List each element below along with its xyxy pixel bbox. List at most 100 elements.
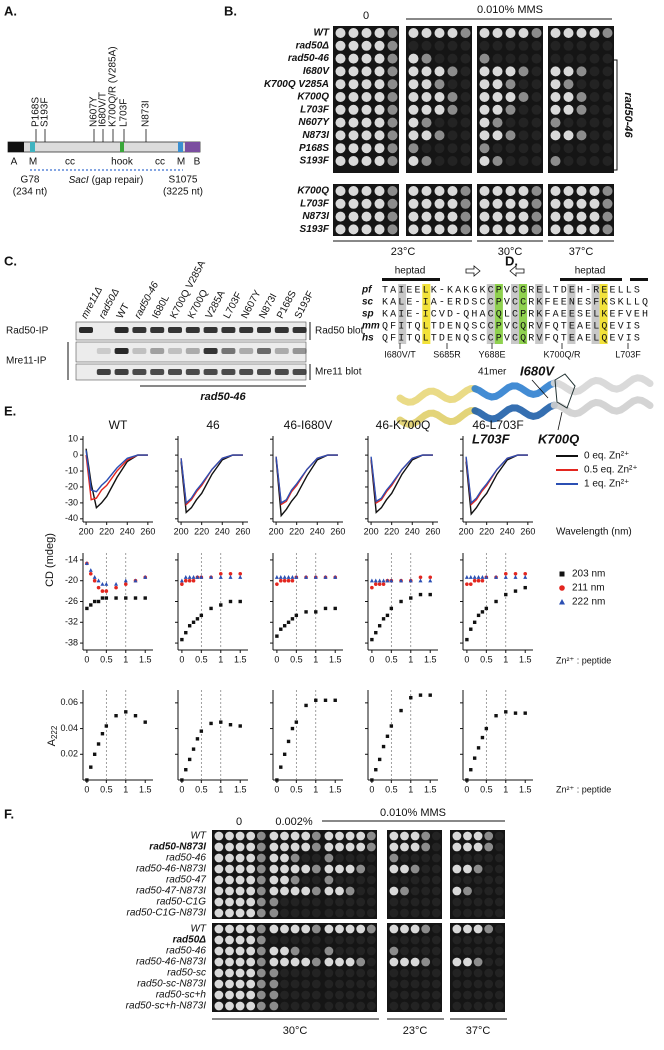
colony-spot — [460, 53, 471, 64]
colony-spot — [408, 117, 419, 128]
colony-spot — [235, 897, 245, 907]
colony-spot — [348, 224, 359, 235]
data-point — [399, 578, 404, 583]
data-point — [209, 575, 214, 579]
colony-spot — [452, 853, 462, 863]
x-axis-label: Zn²⁺ : peptide — [556, 784, 611, 794]
colony-spot — [473, 886, 483, 896]
x-tick-label: 1.5 — [424, 784, 437, 794]
data-point — [88, 571, 93, 576]
cd-curve — [180, 454, 243, 506]
colony-spot — [447, 117, 458, 128]
strain-label: L703F — [300, 104, 330, 115]
colony-spot — [290, 957, 300, 967]
colony-spot — [473, 1001, 483, 1011]
blot-band — [257, 327, 271, 333]
domain-label: A — [11, 157, 18, 168]
colony-spot — [550, 156, 561, 166]
colony-spot — [452, 990, 462, 1000]
colony-spot — [280, 979, 289, 989]
data-point — [123, 582, 128, 586]
x-tick-label: 0.5 — [290, 654, 303, 664]
colony-spot — [484, 957, 494, 967]
colony-spot — [246, 968, 256, 978]
data-point — [286, 620, 291, 624]
colony-spot — [389, 908, 399, 918]
colony-spot — [410, 924, 420, 934]
colony-spot — [225, 1001, 234, 1011]
colony-spot — [387, 117, 398, 128]
colony-spot — [408, 143, 419, 154]
data-point — [468, 575, 473, 579]
colony-spot — [550, 211, 561, 222]
data-point — [180, 582, 184, 586]
data-point — [494, 599, 498, 604]
alignment-highlight — [599, 284, 608, 344]
colony-spot — [431, 831, 441, 841]
colony-spot — [335, 66, 346, 77]
colony-spot — [374, 92, 385, 102]
colony-spot — [269, 935, 279, 945]
colony-spot — [301, 831, 311, 841]
colony-spot — [494, 979, 504, 989]
data-point — [373, 582, 378, 586]
data-point — [191, 747, 196, 751]
colony-spot — [345, 831, 355, 841]
arrow — [509, 265, 525, 277]
data-point — [504, 592, 508, 597]
blot-band — [150, 348, 165, 354]
strain-label: L703F — [300, 198, 330, 209]
colony-spot — [492, 79, 503, 90]
data-point — [92, 599, 97, 604]
blot-band — [97, 327, 111, 333]
colony-spot — [389, 864, 399, 874]
data-point — [304, 703, 308, 708]
data-point — [114, 596, 118, 600]
strain-label: rad50-C1G-N873I — [127, 908, 207, 919]
blot-band — [150, 327, 165, 333]
gene-domain — [8, 142, 24, 152]
colony-spot — [345, 935, 355, 945]
strain-label: K700Q V285A — [264, 79, 329, 90]
colony-spot — [563, 66, 574, 77]
x-tick-label: 1 — [218, 654, 223, 664]
strain-label: I680V — [303, 66, 330, 77]
colony-spot — [484, 897, 494, 907]
colony-spot — [348, 211, 359, 222]
data-point — [187, 575, 192, 579]
blot-band — [185, 369, 200, 375]
gene-bar — [7, 141, 201, 153]
colony-spot — [421, 211, 432, 222]
data-point — [100, 732, 105, 736]
colony-spot — [463, 864, 472, 874]
data-point — [389, 724, 394, 728]
data-point — [96, 742, 101, 746]
colony-spot — [492, 198, 503, 209]
colony-spot — [335, 831, 344, 841]
colony-spot — [387, 186, 398, 196]
colony-spot — [356, 908, 366, 918]
colony-spot — [408, 92, 419, 102]
colony-spot — [225, 886, 234, 896]
data-point — [286, 575, 291, 579]
colony-spot — [410, 990, 420, 1000]
x-tick-label: 0.5 — [480, 784, 493, 794]
colony-spot — [366, 853, 376, 863]
colony-spot — [280, 908, 289, 918]
colony-spot — [269, 924, 279, 934]
blot-band — [185, 348, 200, 354]
temperature-label: 23°C — [403, 1025, 428, 1037]
colony-spot — [290, 875, 300, 885]
data-point — [494, 575, 499, 579]
colony-spot — [408, 130, 419, 141]
colony-spot — [387, 53, 398, 64]
colony-spot — [400, 908, 409, 918]
x-tick-label: 0 — [84, 654, 89, 664]
colony-spot — [374, 143, 385, 154]
colony-spot — [531, 79, 542, 90]
colony-spot — [550, 198, 561, 209]
colony-spot — [335, 224, 346, 235]
x-tick-label: 0 — [464, 784, 469, 794]
colony-spot — [225, 864, 234, 874]
colony-spot — [460, 198, 471, 209]
